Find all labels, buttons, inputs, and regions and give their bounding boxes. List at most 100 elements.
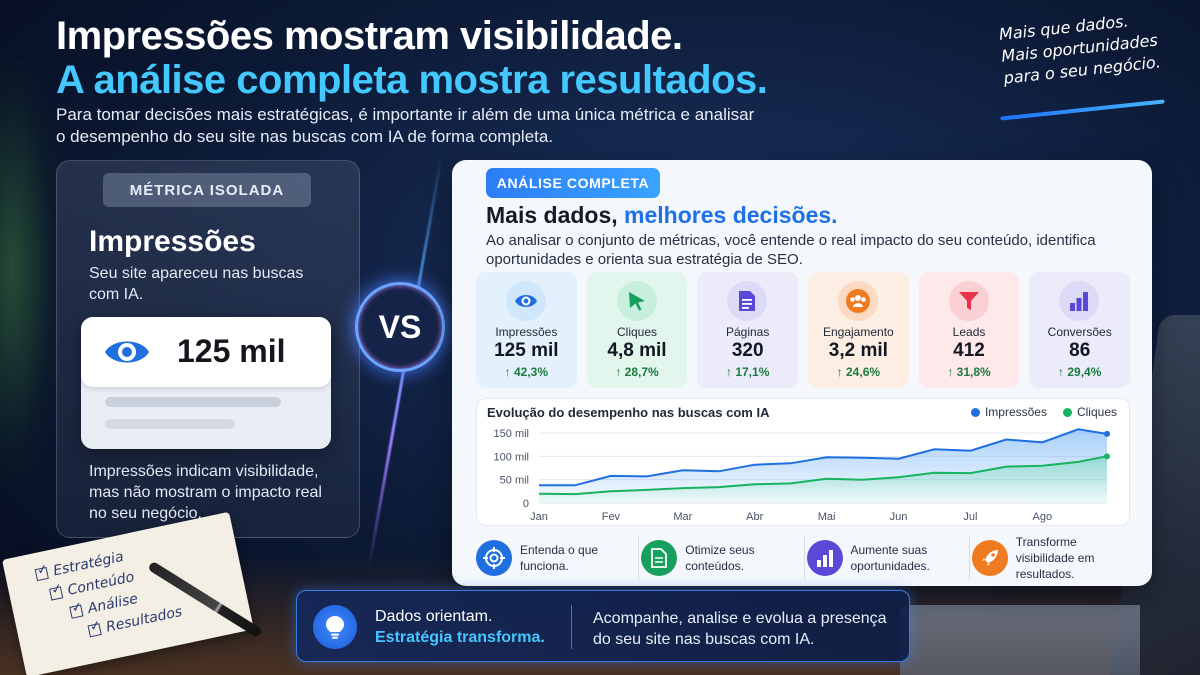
complete-analysis-subtext: Ao analisar o conjunto de métricas, você… [486,232,1096,268]
banner-line2: Estratégia transforma. [375,629,545,646]
banner-right-text: Acompanhe, analise e evolua a presença d… [593,610,887,648]
checkbox-icon [49,586,64,601]
background-laptop-keyboard [900,605,1140,675]
metric-change: ↑ 42,3% [504,365,549,379]
feature-text: Aumente suas oportunidades. [850,543,930,573]
metric-card-clicks: Cliques 4,8 mil ↑ 28,7% [586,272,688,388]
feature-transform: Transforme visibilidade em resultados. [970,535,1134,581]
eye-icon [506,281,546,321]
eye-icon [105,341,149,363]
metric-value: 412 [953,340,985,361]
x-tick-label: Jul [963,511,977,523]
checkbox-icon [34,566,49,582]
x-tick-label: Ago [1033,511,1053,523]
banner-line1: Dados orientam. [375,608,493,625]
metric-name: Leads [952,325,986,339]
feature-text: Transforme visibilidade em resultados. [1015,535,1095,581]
isolated-metric-badge: MÉTRICA ISOLADA [103,173,311,207]
complete-analysis-card: ANÁLISE COMPLETA Mais dados, melhores de… [452,160,1152,586]
lightbulb-icon [313,605,357,649]
legend-dot [1062,408,1072,418]
chart-legend: Impressões Cliques [970,405,1117,419]
x-tick-label: Fev [602,511,621,523]
users-icon [838,281,879,321]
headline-line1: Impressões mostram visibilidade. [56,14,683,58]
rocket-icon [971,540,1008,576]
metric-change: ↑ 31,8% [947,365,991,379]
feature-understand: Entenda o que funciona. [474,536,640,580]
metric-change: ↑ 28,7% [615,365,659,379]
heading-plain: Mais dados, [486,202,625,228]
isolated-metric-heading: Impressões [89,225,256,258]
metric-card-impressions: Impressões 125 mil ↑ 42,3% [476,272,577,388]
bar-chart-icon [1059,281,1100,321]
metric-card-pages: Páginas 320 ↑ 17,1% [697,272,799,388]
bar-chart-icon [806,540,843,576]
metric-change: ↑ 29,4% [1058,365,1102,379]
feature-text: Otimize seus conteúdos. [685,543,755,573]
background-plant [0,60,60,480]
metrics-row: Impressões 125 mil ↑ 42,3% Cliques 4,8 m… [476,272,1131,388]
impressions-panel-header: 125 mil [81,317,331,387]
metric-card-leads: Leads 412 ↑ 31,8% [918,272,1020,388]
metric-name: Páginas [725,325,770,339]
checkbox-icon [87,623,102,638]
funnel-icon [948,281,989,321]
metric-name: Impressões [495,325,558,339]
metric-value: 4,8 mil [607,340,667,361]
legend-label: Cliques [1076,405,1117,419]
legend-item-impressions: Impressões [970,405,1047,419]
performance-chart: 150 mil 100 mil 50 mil 0 Jan Fev Mar Abr Mai Jun J… [476,398,1130,526]
series-line-clicks [538,455,1108,496]
metric-card-conversions: Conversões 86 ↑ 29,4% [1029,272,1131,388]
series-line-impressions [539,428,1108,487]
metric-value: 125 mil [494,340,559,361]
x-tick-label: Mar [673,511,692,523]
y-tick-label: 0 [523,498,529,510]
x-tick-label: Jun [890,511,908,523]
target-icon [476,540,512,576]
series-end-point [1104,453,1110,460]
intro-text: Para tomar decisões mais estratégicas, é… [56,105,755,146]
y-tick-label: 50 mil [500,475,529,487]
cursor-icon [616,281,657,321]
metric-name: Conversões [1047,325,1112,339]
legend-dot [970,408,980,418]
impressions-value: 125 mil [177,333,286,369]
banner-separator [571,605,572,649]
document-icon [641,540,678,576]
metric-change: ↑ 24,6% [836,365,881,379]
impressions-panel: 125 mil [81,317,331,449]
isolated-metric-footer: Impressões indicam visibilidade, mas não… [89,463,322,522]
legend-item-clicks: Cliques [1062,405,1117,419]
isolated-metric-card: MÉTRICA ISOLADA Impressões Seu site apar… [56,160,360,538]
x-tick-label: Abr [746,511,763,523]
handwritten-note: Mais que dados. Mais oportunidades para … [998,8,1162,90]
complete-analysis-badge: ANÁLISE COMPLETA [486,168,660,198]
x-tick-label: Mai [818,511,836,523]
checkbox-icon [69,604,84,619]
chart-title: Evolução do desempenho nas buscas com IA [487,405,770,420]
headline-line2: A análise completa mostra resultados. [56,58,768,102]
feature-optimize: Otimize seus conteúdos. [639,536,805,580]
placeholder-bar [105,397,281,407]
x-tick-label: Jan [530,511,548,523]
feature-row: Entenda o que funciona. Otimize seus con… [474,535,1134,581]
complete-analysis-heading: Mais dados, melhores decisões. [486,202,838,229]
metric-value: 86 [1069,340,1091,361]
handwritten-underline [1000,99,1165,121]
vs-badge: VS [355,282,445,372]
y-tick-label: 150 mil [494,428,529,440]
heading-highlight: melhores decisões. [624,202,838,228]
metric-value: 320 [731,340,764,361]
feature-text: Entenda o que funciona. [520,543,599,573]
document-icon [727,281,768,321]
metric-name: Engajamento [822,325,894,339]
metric-change: ↑ 17,1% [726,365,770,379]
legend-label: Impressões [984,405,1047,419]
metric-value: 3,2 mil [828,340,888,361]
bottom-banner: Dados orientam. Estratégia transforma. A… [296,590,910,662]
series-end-point [1104,430,1110,437]
feature-increase: Aumente suas oportunidades. [805,536,970,580]
